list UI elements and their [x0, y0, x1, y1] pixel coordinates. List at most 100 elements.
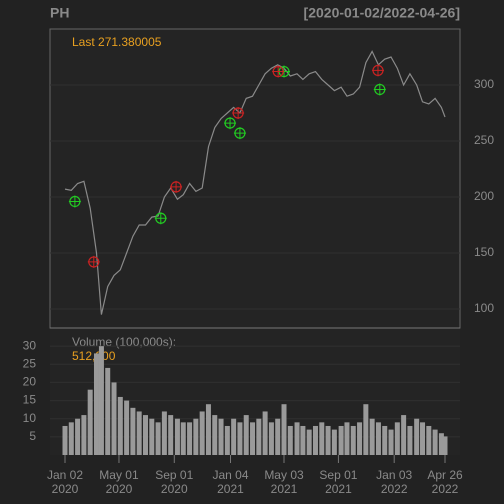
volume-bar: [155, 422, 161, 455]
x-tick-label: Jan 02: [47, 468, 83, 482]
volume-bar: [168, 415, 174, 455]
x-tick-label: 2020: [106, 482, 133, 496]
volume-bar: [401, 415, 407, 455]
x-tick-label: 2020: [161, 482, 188, 496]
x-tick-label: Sep 01: [155, 468, 193, 482]
volume-bar: [124, 400, 130, 455]
last-price: Last 271.380005: [72, 35, 162, 49]
y-tick-label: 200: [474, 189, 494, 203]
volume-bar: [193, 418, 199, 455]
y-tick-label: 25: [23, 356, 37, 370]
volume-bar: [300, 425, 306, 455]
volume-bar: [142, 415, 148, 455]
chart-title: PH: [50, 5, 69, 21]
volume-bar: [250, 422, 256, 455]
volume-bar: [432, 429, 438, 455]
volume-bar: [268, 422, 274, 455]
x-tick-label: 2021: [325, 482, 352, 496]
y-tick-label: 20: [23, 375, 37, 389]
volume-bar: [212, 415, 218, 455]
volume-bar: [180, 422, 186, 455]
volume-bar: [205, 404, 211, 455]
signal-cross: [373, 83, 386, 96]
volume-bar: [394, 422, 400, 455]
y-tick-label: 300: [474, 77, 494, 91]
x-tick-label: 2022: [381, 482, 408, 496]
y-tick-label: 30: [23, 338, 37, 352]
volume-bar: [224, 425, 230, 455]
volume-bar: [388, 429, 394, 455]
volume-bar: [174, 418, 180, 455]
volume-bar: [130, 407, 136, 455]
volume-bar: [161, 411, 167, 455]
volume-bar: [306, 429, 312, 455]
volume-bar: [199, 411, 205, 455]
x-tick-label: Sep 01: [319, 468, 357, 482]
volume-bar: [438, 433, 444, 455]
signal-cross: [87, 255, 100, 268]
y-tick-label: 250: [474, 133, 494, 147]
signal-cross: [154, 212, 167, 225]
volume-bar: [68, 422, 74, 455]
signal-cross: [170, 180, 183, 193]
signal-cross: [233, 127, 246, 140]
volume-bar: [237, 422, 243, 455]
signal-cross: [371, 64, 384, 77]
volume-bar: [149, 418, 155, 455]
volume-bar: [344, 422, 350, 455]
x-tick-label: May 01: [99, 468, 139, 482]
volume-bar: [105, 367, 111, 455]
volume-bar: [375, 422, 381, 455]
x-tick-label: 2021: [271, 482, 298, 496]
volume-bar: [369, 418, 375, 455]
signal-cross: [232, 106, 245, 119]
volume-bar: [357, 422, 363, 455]
volume-title: Volume (100,000s):: [72, 335, 176, 349]
volume-bar: [338, 425, 344, 455]
volume-bar: [420, 422, 426, 455]
x-tick-label: 2020: [52, 482, 79, 496]
volume-bar: [287, 425, 293, 455]
volume-bar: [81, 415, 87, 455]
signal-cross: [68, 195, 81, 208]
volume-bar: [218, 418, 224, 455]
volume-bar: [243, 415, 249, 455]
x-tick-label: Apr 26: [427, 468, 463, 482]
volume-bar: [325, 425, 331, 455]
volume-bar: [407, 425, 413, 455]
volume-bar: [62, 425, 68, 455]
volume-bar: [319, 422, 325, 455]
volume-bar: [281, 404, 287, 455]
x-tick-label: 2022: [432, 482, 459, 496]
volume-bar: [136, 411, 142, 455]
volume-bar: [382, 425, 388, 455]
volume-bar: [331, 429, 337, 455]
x-tick-label: 2021: [217, 482, 244, 496]
volume-bar: [231, 418, 237, 455]
volume-bar: [426, 425, 432, 455]
date-range: [2020-01-02/2022-04-26]: [304, 5, 460, 21]
y-tick-label: 5: [29, 429, 36, 443]
volume-last: 512,900: [72, 349, 116, 363]
x-tick-label: Jan 03: [376, 468, 412, 482]
volume-bar: [312, 425, 318, 455]
volume-bar: [414, 418, 420, 455]
volume-bar: [256, 418, 262, 455]
volume-bar: [262, 411, 268, 455]
volume-bar: [442, 436, 448, 455]
signal-cross: [272, 65, 285, 78]
x-tick-label: Jan 04: [212, 468, 248, 482]
volume-bar: [87, 389, 93, 455]
y-tick-label: 100: [474, 301, 494, 315]
volume-bar: [111, 382, 117, 455]
y-tick-label: 10: [23, 411, 37, 425]
volume-bar: [93, 353, 99, 455]
volume-bar: [75, 418, 81, 455]
price-panel: [49, 28, 461, 329]
volume-bar: [275, 418, 281, 455]
y-tick-label: 150: [474, 245, 494, 259]
x-tick-label: May 03: [264, 468, 304, 482]
volume-bar: [294, 422, 300, 455]
volume-bar: [350, 425, 356, 455]
